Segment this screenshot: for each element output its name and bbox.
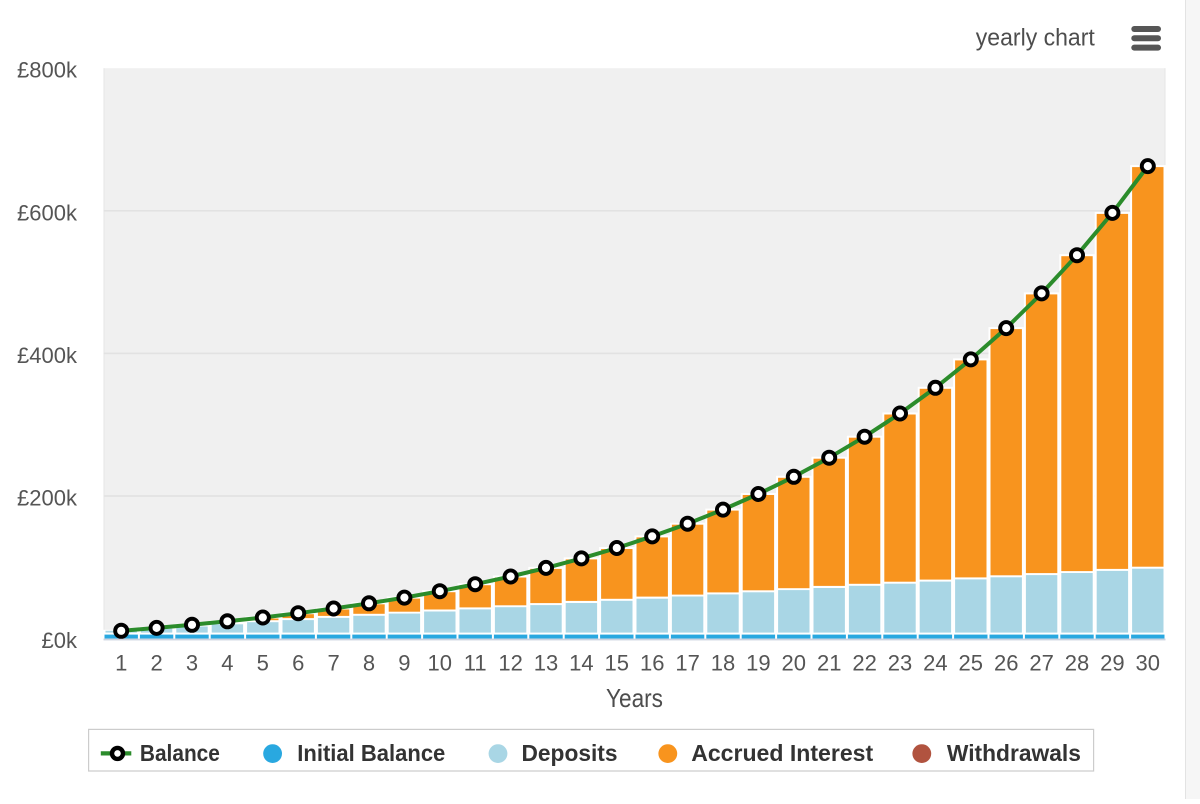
- svg-text:20: 20: [782, 651, 806, 676]
- svg-text:Withdrawals: Withdrawals: [947, 740, 1081, 766]
- svg-text:£200k: £200k: [17, 486, 78, 511]
- svg-text:£600k: £600k: [17, 200, 78, 225]
- svg-text:£400k: £400k: [17, 343, 78, 368]
- svg-text:10: 10: [428, 651, 452, 676]
- svg-text:Years: Years: [606, 683, 663, 713]
- svg-text:7: 7: [327, 651, 339, 676]
- svg-text:£800k: £800k: [17, 58, 78, 83]
- svg-text:26: 26: [994, 651, 1018, 676]
- svg-text:30: 30: [1136, 651, 1160, 676]
- svg-text:21: 21: [817, 651, 841, 676]
- svg-text:£0k: £0k: [42, 628, 78, 653]
- svg-text:18: 18: [711, 651, 735, 676]
- svg-text:1: 1: [115, 651, 127, 676]
- svg-text:4: 4: [221, 651, 233, 676]
- svg-text:Initial Balance: Initial Balance: [297, 740, 445, 766]
- svg-text:12: 12: [498, 651, 522, 676]
- svg-text:24: 24: [923, 651, 947, 676]
- svg-text:3: 3: [186, 651, 198, 676]
- svg-text:9: 9: [398, 651, 410, 676]
- svg-text:15: 15: [605, 651, 629, 676]
- svg-text:14: 14: [569, 651, 593, 676]
- svg-text:27: 27: [1029, 651, 1053, 676]
- svg-text:23: 23: [888, 651, 912, 676]
- svg-text:11: 11: [464, 651, 487, 676]
- svg-text:Deposits: Deposits: [522, 740, 618, 766]
- svg-text:17: 17: [675, 651, 699, 676]
- svg-text:25: 25: [959, 651, 983, 676]
- svg-text:6: 6: [292, 651, 304, 676]
- svg-text:16: 16: [640, 651, 664, 676]
- svg-text:29: 29: [1100, 651, 1124, 676]
- svg-text:22: 22: [852, 651, 876, 676]
- svg-text:13: 13: [534, 651, 558, 676]
- svg-text:2: 2: [150, 651, 162, 676]
- svg-text:yearly chart: yearly chart: [976, 25, 1095, 52]
- svg-text:19: 19: [746, 651, 770, 676]
- svg-text:Accrued Interest: Accrued Interest: [691, 740, 873, 766]
- svg-text:Balance: Balance: [140, 740, 220, 766]
- svg-text:8: 8: [363, 651, 375, 676]
- svg-text:28: 28: [1065, 651, 1089, 676]
- svg-text:5: 5: [257, 651, 269, 676]
